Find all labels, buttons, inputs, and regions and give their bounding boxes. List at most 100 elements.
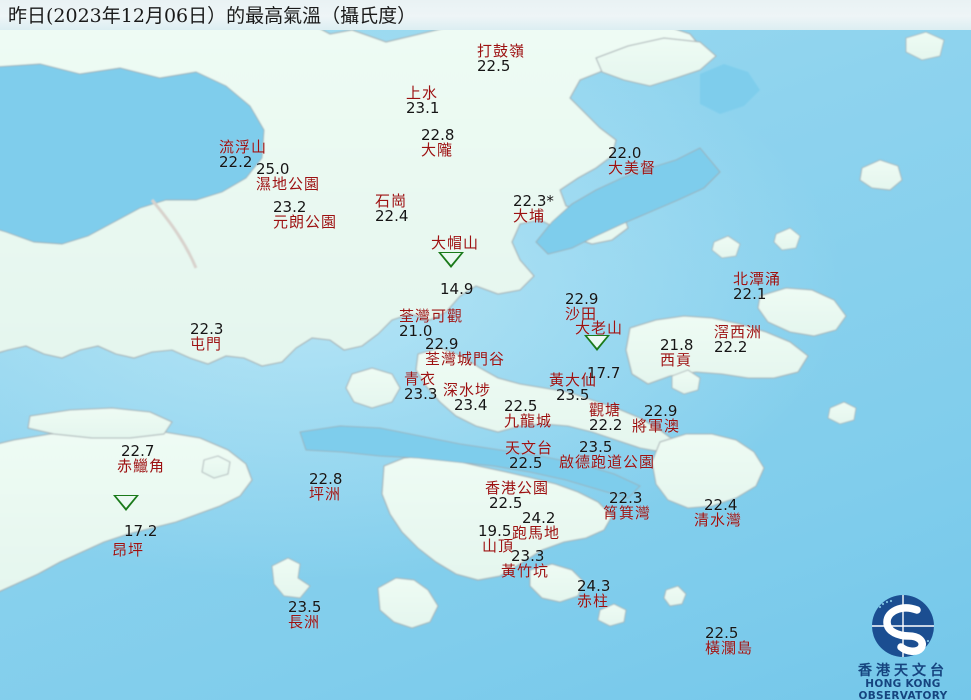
hko-logo: 香港天文台 HONG KONG OBSERVATORY [839, 594, 967, 700]
station-value: 23.1 [406, 99, 440, 117]
land-po-toi [597, 603, 627, 627]
station-kwun-tong: 觀塘 22.2 [589, 403, 622, 433]
station-name: 石崗 [375, 192, 408, 210]
station-name: 香港公園 [485, 479, 550, 497]
land-high-island [757, 287, 847, 337]
station-name: 滘西洲 [714, 323, 763, 341]
station-clear-water-bay: 22.4 清水灣 [694, 498, 742, 528]
station-wetland-park: 25.0 濕地公園 [256, 162, 320, 192]
station-name: 青衣 [404, 370, 437, 388]
station-name: 啟德跑道公園 [559, 453, 656, 471]
station-tsing-yi: 青衣 23.3 [404, 372, 437, 402]
station-name: 大老山 [575, 319, 624, 337]
station-name: 赤鱲角 [117, 457, 166, 475]
station-name: 黃大仙 [549, 371, 598, 389]
station-dai-kwu-ling: 打鼓嶺 22.5 [477, 44, 525, 74]
station-value: 22.9 [644, 402, 678, 420]
station-value: 23.2 [273, 198, 307, 216]
station-value: 17.2 [124, 522, 158, 540]
station-marker-ngong-ping [113, 495, 139, 511]
station-value: 22.3 [609, 489, 643, 507]
station-lau-fau-shan: 流浮山 22.2 [219, 140, 267, 170]
land-stanley-peninsula [529, 563, 585, 603]
station-name: 濕地公園 [256, 175, 321, 193]
station-tsuen-wan-ho-koon: 荃灣可觀 21.0 [399, 309, 463, 339]
station-value: 23.3 [404, 385, 438, 403]
station-shek-kong: 石崗 22.4 [375, 194, 408, 224]
land-sharp-island [671, 369, 701, 395]
land-tsing-yi [345, 367, 401, 409]
station-name: 筲箕灣 [603, 504, 652, 522]
station-value: 22.2 [589, 416, 623, 434]
station-value: 23.3 [511, 547, 545, 565]
station-wong-tai-sin: 黃大仙 23.5 [549, 373, 597, 403]
station-value: 21.8 [660, 336, 694, 354]
station-value: 22.4 [375, 207, 409, 225]
hko-logo-name-zh: 香港天文台 [858, 663, 948, 679]
land-ne-islets [905, 31, 945, 61]
station-name: 觀塘 [589, 401, 622, 419]
station-value: 22.5 [509, 454, 543, 472]
station-sha-tin: 22.9 沙田 [565, 292, 598, 322]
station-name: 將軍澳 [632, 417, 681, 435]
water-tolo-channel [700, 64, 760, 114]
station-shau-kei-wan: 22.3 筲箕灣 [603, 491, 651, 521]
station-name: 北潭涌 [733, 270, 782, 288]
station-name: 大隴 [421, 141, 454, 159]
hko-logo-name-en: HONG KONG OBSERVATORY [858, 678, 948, 700]
station-value: 22.5 [477, 57, 511, 75]
station-name: 元朗公園 [273, 213, 338, 231]
station-kowloon-city: 22.5 九龍城 [504, 399, 552, 429]
station-value: 23.5 [556, 386, 590, 404]
station-name: 橫瀾島 [705, 639, 754, 657]
station-name: 荃灣城門谷 [425, 350, 506, 368]
station-hong-kong-observatory: 天文台 22.5 [505, 441, 553, 471]
station-wong-chuk-hang: 23.3 黃竹坑 [501, 549, 549, 579]
station-name: 山頂 [482, 537, 515, 555]
station-value: 22.3 [190, 320, 224, 338]
station-stanley: 24.3 赤柱 [577, 579, 610, 609]
page-title: 昨日(2023年12月06日）的最高氣溫（攝氏度） [8, 5, 417, 27]
station-tseung-kwan-o: 22.9 將軍澳 [632, 404, 680, 434]
land-hong-kong-island [381, 455, 613, 581]
water-victoria-harbour [299, 425, 641, 499]
land-peng-chau [201, 455, 231, 479]
land-lamma-island [377, 577, 439, 629]
station-value: 19.5 [478, 522, 512, 540]
station-value: 24.2 [522, 509, 556, 527]
station-name: 沙田 [565, 305, 598, 323]
station-name: 上水 [406, 84, 439, 102]
station-name: 大埔 [513, 207, 546, 225]
station-name: 荃灣可觀 [399, 307, 464, 325]
station-name: 跑馬地 [512, 524, 561, 542]
page-header: 昨日(2023年12月06日）的最高氣溫（攝氏度） [0, 0, 971, 30]
station-name: 黃竹坑 [501, 562, 550, 580]
station-tsuen-wan-shing-mun-valley: 22.9 荃灣城門谷 [425, 337, 505, 367]
station-peng-chau: 22.8 坪洲 [309, 472, 342, 502]
station-value: 22.8 [309, 470, 343, 488]
water-tolo-harbour [535, 147, 721, 255]
hko-logo-mark [872, 595, 934, 657]
station-marker-tai-mo-shan [438, 252, 464, 268]
station-value: 22.2 [219, 153, 253, 171]
station-hong-kong-park: 香港公園 22.5 [485, 481, 549, 511]
station-value: 23.5 [579, 438, 613, 456]
station-value: 22.9 [425, 335, 459, 353]
land-cheung-chau [271, 557, 311, 599]
station-value: 22.1 [733, 285, 767, 303]
station-value: 22.5 [504, 397, 538, 415]
station-value: 22.8 [421, 126, 455, 144]
station-name: 打鼓嶺 [477, 42, 526, 60]
station-name: 九龍城 [504, 412, 553, 430]
station-name: 西貢 [660, 351, 693, 369]
station-kai-tak-runway-park: 23.5 啟德跑道公園 [559, 440, 655, 470]
station-name: 深水埗 [443, 381, 492, 399]
station-the-peak: 19.5 山頂 [478, 524, 514, 554]
station-value: 23.4 [454, 396, 488, 414]
land-bluff-island [773, 227, 801, 251]
station-name: 屯門 [190, 335, 223, 353]
station-name: 赤柱 [577, 592, 610, 610]
station-value: 22.5 [489, 494, 523, 512]
station-kau-sai-chau: 滘西洲 22.2 [714, 325, 762, 355]
